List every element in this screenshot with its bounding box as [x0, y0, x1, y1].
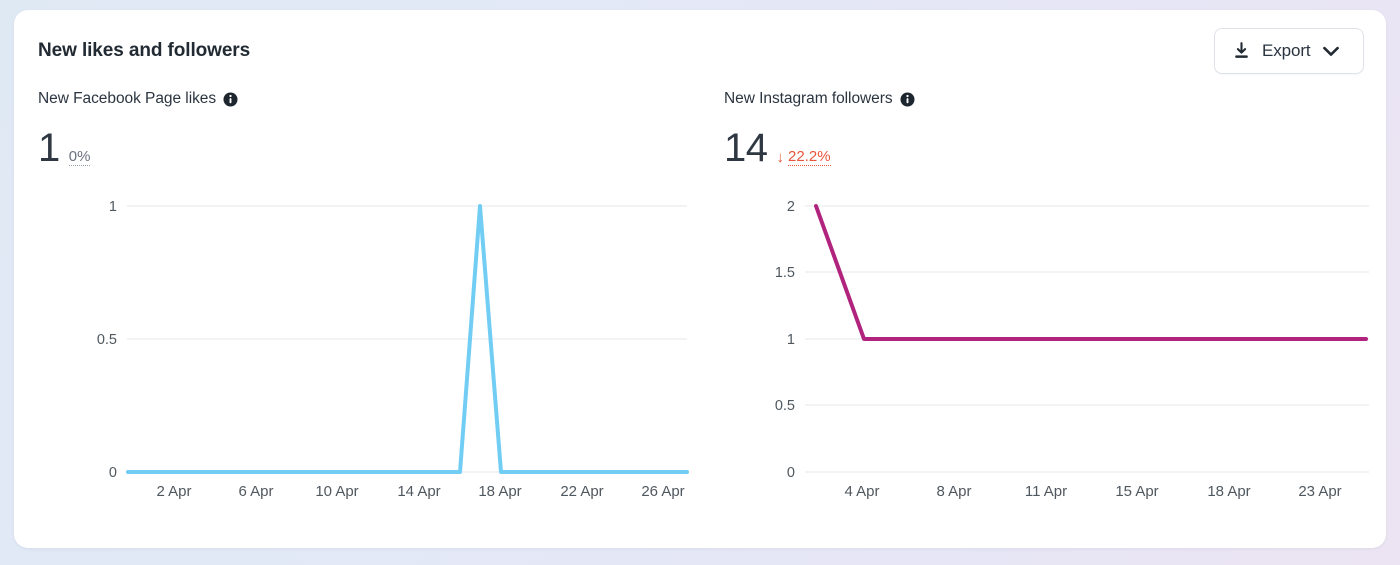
metric-facebook: 1 0%	[38, 128, 718, 172]
panel-label-instagram: New Instagram followers	[724, 90, 893, 107]
info-icon[interactable]	[223, 92, 238, 107]
svg-text:6 Apr: 6 Apr	[238, 483, 273, 500]
panel-label-facebook: New Facebook Page likes	[38, 90, 217, 107]
metric-delta-facebook: 0%	[68, 148, 91, 167]
panel-header: New Instagram followers	[724, 88, 1384, 110]
gridlines-facebook	[127, 205, 687, 473]
svg-text:18 Apr: 18 Apr	[1207, 483, 1250, 500]
export-label: Export	[1262, 41, 1311, 60]
y-axis-labels-instagram: 2 1.5 1 0.5 0	[775, 199, 795, 481]
metric-instagram: 14 ↓ 22.2%	[724, 128, 1384, 172]
svg-text:8 Apr: 8 Apr	[936, 483, 971, 500]
series-line-instagram	[814, 204, 1368, 341]
page-title: New likes and followers	[38, 40, 251, 61]
download-icon	[1235, 42, 1248, 58]
svg-text:23 Apr: 23 Apr	[1298, 483, 1341, 500]
svg-text:0: 0	[109, 465, 117, 481]
series-line-facebook	[126, 204, 689, 474]
metric-value-instagram: 14	[724, 126, 768, 170]
arrow-down-icon: ↓	[776, 149, 785, 166]
panel-header: New Facebook Page likes	[38, 88, 718, 110]
svg-text:0.5: 0.5	[97, 332, 117, 348]
chart-facebook-page-likes[interactable]: 1 0.5 0 2 Apr 6 Apr 10 Apr 14 Apr 18 Apr…	[38, 184, 728, 504]
x-axis-labels-facebook: 2 Apr 6 Apr 10 Apr 14 Apr 18 Apr 22 Apr …	[156, 483, 684, 500]
svg-text:4 Apr: 4 Apr	[844, 483, 879, 500]
metric-delta-instagram: ↓ 22.2%	[776, 148, 831, 167]
delta-value-instagram: 22.2%	[788, 148, 831, 167]
metric-value-facebook: 1	[38, 126, 60, 170]
analytics-card: New likes and followers Export New Faceb…	[14, 10, 1386, 548]
y-axis-labels-facebook: 1 0.5 0	[97, 199, 117, 481]
svg-text:0.5: 0.5	[775, 398, 795, 414]
chart-svg-facebook: 1 0.5 0 2 Apr 6 Apr 10 Apr 14 Apr 18 Apr…	[97, 199, 689, 500]
svg-text:26 Apr: 26 Apr	[641, 483, 684, 500]
svg-text:15 Apr: 15 Apr	[1115, 483, 1158, 500]
svg-text:2: 2	[787, 199, 795, 215]
svg-text:22 Apr: 22 Apr	[560, 483, 603, 500]
svg-text:14 Apr: 14 Apr	[397, 483, 440, 500]
export-button[interactable]: Export	[1214, 28, 1364, 74]
panel-instagram-followers: New Instagram followers 14 ↓ 22.2%	[724, 88, 1384, 528]
panel-facebook-page-likes: New Facebook Page likes 1 0%	[38, 88, 718, 528]
x-axis-labels-instagram: 4 Apr 8 Apr 11 Apr 15 Apr 18 Apr 23 Apr	[844, 483, 1341, 500]
chart-svg-instagram: 2 1.5 1 0.5 0 4 Apr 8 Apr 11 Apr 15 Apr …	[775, 199, 1369, 500]
info-icon[interactable]	[900, 92, 915, 107]
svg-text:0: 0	[787, 465, 795, 481]
delta-value-facebook: 0%	[68, 148, 91, 167]
svg-text:18 Apr: 18 Apr	[478, 483, 521, 500]
svg-text:2 Apr: 2 Apr	[156, 483, 191, 500]
svg-text:1: 1	[787, 332, 795, 348]
svg-text:11 Apr: 11 Apr	[1025, 483, 1067, 500]
svg-text:1.5: 1.5	[775, 265, 795, 281]
svg-text:1: 1	[109, 199, 117, 215]
chart-instagram-followers[interactable]: 2 1.5 1 0.5 0 4 Apr 8 Apr 11 Apr 15 Apr …	[724, 184, 1384, 504]
svg-text:10 Apr: 10 Apr	[315, 483, 358, 500]
chevron-down-icon	[1322, 46, 1339, 56]
